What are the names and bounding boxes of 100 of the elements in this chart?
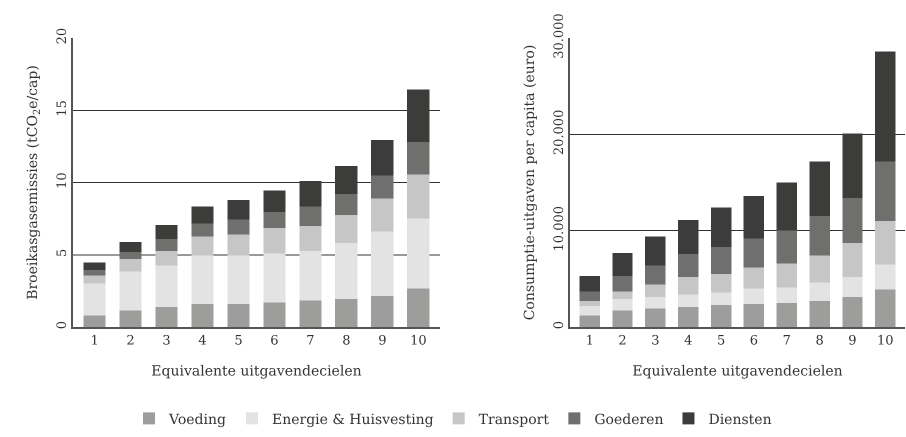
bar <box>842 198 863 244</box>
bar <box>371 296 394 327</box>
bar <box>191 255 214 304</box>
x-tick-label: 10 <box>410 334 427 349</box>
y-tick-label: 20.000 <box>552 110 567 156</box>
bar <box>809 300 830 327</box>
y-tick-label: 30.000 <box>552 13 567 59</box>
bar <box>263 253 286 302</box>
bar <box>809 216 830 256</box>
x-tick-label: 9 <box>848 334 857 349</box>
x-tick-label: 2 <box>618 334 627 349</box>
bar <box>335 194 358 216</box>
x-tick-label: 1 <box>90 334 99 349</box>
y-tick-label: 15 <box>54 100 70 117</box>
bar <box>580 300 600 306</box>
bar <box>710 247 732 274</box>
x-tick-label: 10 <box>877 334 894 349</box>
bar <box>299 206 322 226</box>
bar <box>299 251 322 300</box>
bar <box>227 219 250 235</box>
bar <box>612 252 633 276</box>
bar <box>842 276 863 298</box>
bar <box>191 236 214 256</box>
bar <box>744 267 764 288</box>
legend-label: Energie & Huisvesting <box>272 412 434 428</box>
bar <box>645 297 666 309</box>
bar <box>119 252 142 260</box>
bar <box>155 225 178 239</box>
y-tick-label: 0 <box>54 320 70 330</box>
y-tick-label: 10.000 <box>552 206 567 252</box>
bar <box>744 238 764 268</box>
bar <box>710 304 732 327</box>
bar <box>842 243 863 277</box>
bar <box>776 263 797 288</box>
x-tick-label: 3 <box>162 334 171 349</box>
bar <box>678 306 698 327</box>
bar <box>842 297 863 327</box>
bar <box>191 224 214 237</box>
legend-label: Voeding <box>168 412 226 428</box>
bar <box>227 234 250 256</box>
bar <box>155 266 178 307</box>
bar <box>809 256 830 283</box>
bar <box>645 284 666 298</box>
y-axis-title: Consumptie-uitgaven per capita (euro) <box>522 44 538 320</box>
x-tick-label: 2 <box>126 334 135 349</box>
bar <box>407 142 430 175</box>
bar <box>83 262 106 270</box>
bar <box>119 271 142 310</box>
bar <box>875 289 896 327</box>
bar <box>299 226 322 252</box>
x-tick-label: 7 <box>306 334 315 349</box>
x-tick-label: 5 <box>716 334 726 349</box>
bar <box>335 243 358 299</box>
legend-label: Diensten <box>708 412 772 428</box>
x-tick-label: 4 <box>198 334 207 349</box>
legend-label: Goederen <box>594 412 664 428</box>
bar <box>809 282 830 301</box>
bar <box>678 254 698 277</box>
bar <box>580 276 600 292</box>
bar <box>155 238 178 252</box>
bar <box>263 228 286 254</box>
bar <box>371 198 394 232</box>
bar <box>809 161 830 216</box>
bar <box>744 288 764 304</box>
bar <box>407 174 430 219</box>
bar <box>612 291 633 300</box>
x-tick-label: 4 <box>684 334 692 349</box>
bar <box>263 212 286 228</box>
bar <box>263 190 286 212</box>
bar <box>580 315 600 327</box>
bar <box>335 298 358 327</box>
bar <box>407 218 430 289</box>
bar <box>119 242 142 252</box>
bar <box>580 306 600 316</box>
bar <box>371 140 394 176</box>
x-tick-label: 3 <box>651 334 660 349</box>
bar <box>227 255 250 304</box>
bar <box>227 200 250 220</box>
y-tick-label: 0 <box>552 320 567 330</box>
bar <box>776 288 797 303</box>
x-tick-label: 9 <box>378 334 386 349</box>
bar <box>83 315 106 327</box>
x-tick-label: 8 <box>815 334 824 349</box>
y-tick-label: 20 <box>54 28 70 44</box>
bar <box>678 276 698 294</box>
bar <box>191 206 214 224</box>
x-axis-title: Equivalente uitgavendecielen <box>632 363 843 380</box>
bar <box>299 300 322 327</box>
bar <box>119 310 142 327</box>
bar <box>710 292 732 305</box>
bar <box>645 308 666 327</box>
bar <box>155 306 178 327</box>
bar <box>263 302 286 327</box>
bar <box>710 274 732 292</box>
bar <box>227 304 250 327</box>
x-tick-label: 6 <box>750 334 758 349</box>
bar <box>645 236 666 266</box>
bar <box>875 264 896 290</box>
y-tick-label: 10 <box>54 172 70 189</box>
bar <box>155 251 178 266</box>
